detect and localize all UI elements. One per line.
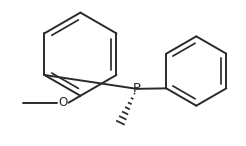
Text: O: O (58, 96, 67, 109)
Text: P: P (133, 82, 141, 95)
